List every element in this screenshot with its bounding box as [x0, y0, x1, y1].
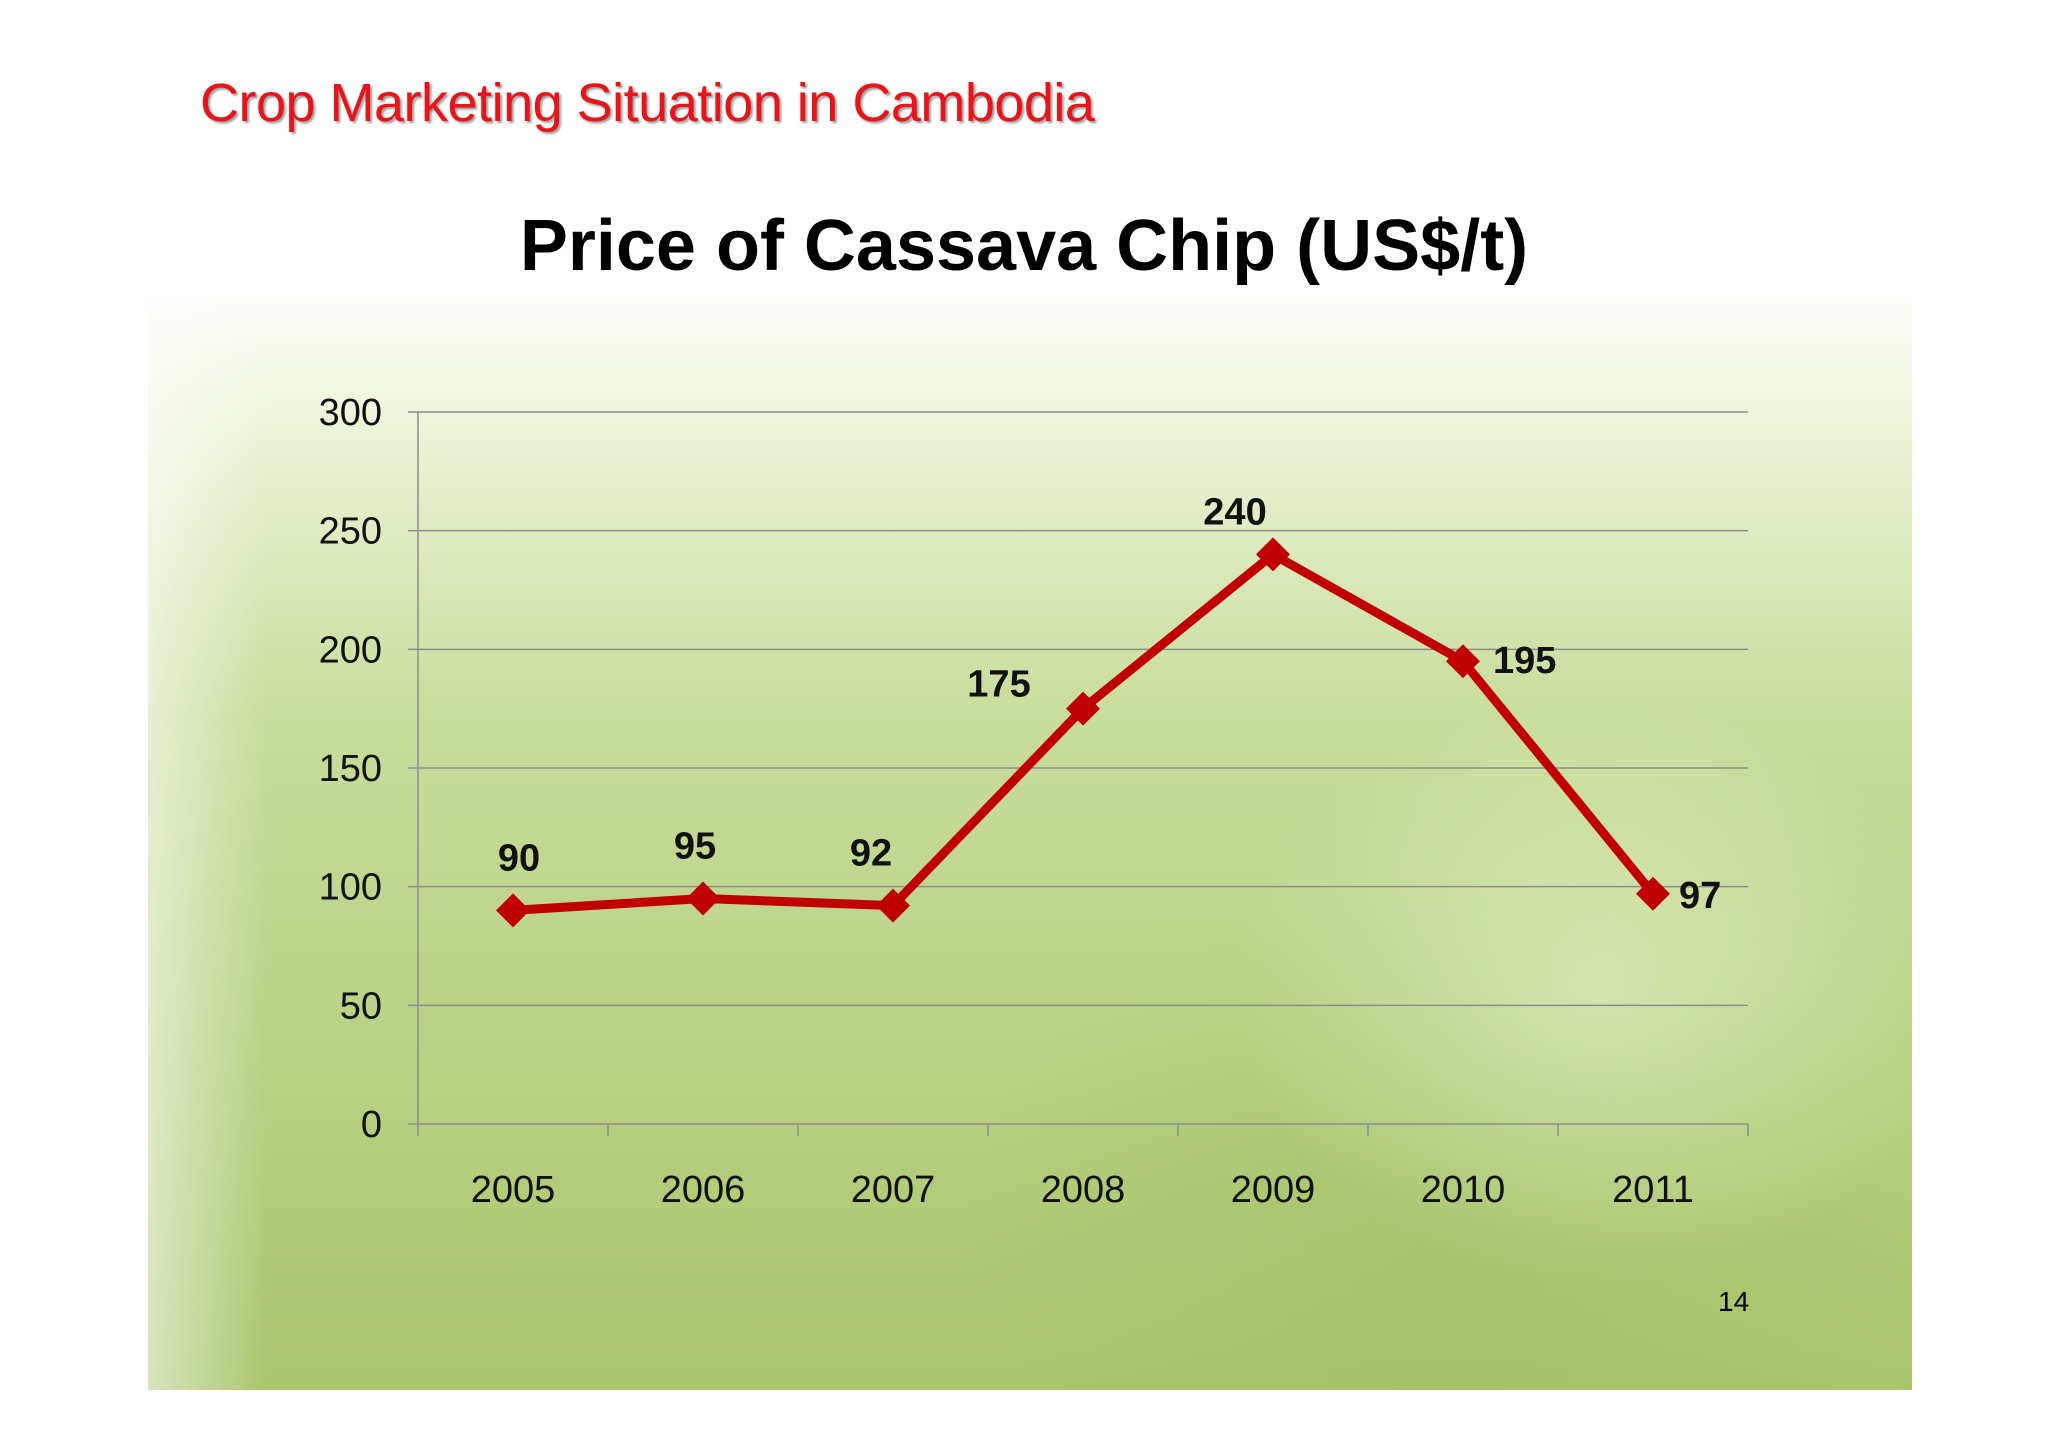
data-point-marker [876, 888, 910, 923]
data-point-marker [1446, 644, 1480, 679]
page-number: 14 [1718, 1286, 1750, 1317]
chart-title: Price of Cassava Chip (US$/t) [519, 206, 1529, 286]
y-tick-label: 300 [319, 392, 382, 434]
slide-heading: Crop Marketing Situation in Cambodia [200, 73, 1095, 133]
data-point-marker [496, 893, 530, 928]
data-point-marker [1256, 537, 1290, 572]
data-label: 240 [1203, 491, 1266, 533]
data-label: 95 [674, 826, 716, 868]
x-tick-label: 2010 [1421, 1169, 1506, 1211]
x-tick-label: 2007 [851, 1169, 936, 1211]
y-tick-label: 150 [319, 748, 382, 790]
x-tick-label: 2005 [471, 1169, 556, 1211]
x-tick-label: 2009 [1231, 1169, 1316, 1211]
data-label: 90 [498, 837, 540, 879]
data-label: 175 [967, 664, 1030, 706]
x-tick-label: 2006 [661, 1169, 746, 1211]
y-tick-label: 200 [319, 629, 382, 671]
data-label: 195 [1493, 640, 1556, 682]
data-point-marker [1066, 691, 1100, 726]
axes: 0 50 100 150 200 250 300 2005 2006 2007 2008 2009 20… [319, 392, 1749, 1211]
y-tick-label: 50 [340, 985, 382, 1027]
data-point-marker [686, 881, 720, 916]
data-point-marker [1636, 876, 1670, 911]
y-tick-label: 100 [319, 867, 382, 909]
y-tick-label: 0 [361, 1104, 382, 1146]
x-tick-label: 2008 [1041, 1169, 1126, 1211]
background-fade [148, 290, 268, 1390]
y-tick-label: 250 [319, 511, 382, 553]
series [496, 537, 1670, 928]
data-label: 97 [1679, 875, 1721, 917]
leaf-background-panel [148, 290, 1912, 1390]
data-label: 92 [850, 833, 892, 875]
data-labels: 90 95 92 175 240 195 97 [498, 491, 1721, 916]
x-tick-label: 2011 [1612, 1169, 1694, 1211]
gridlines [418, 411, 1748, 1007]
